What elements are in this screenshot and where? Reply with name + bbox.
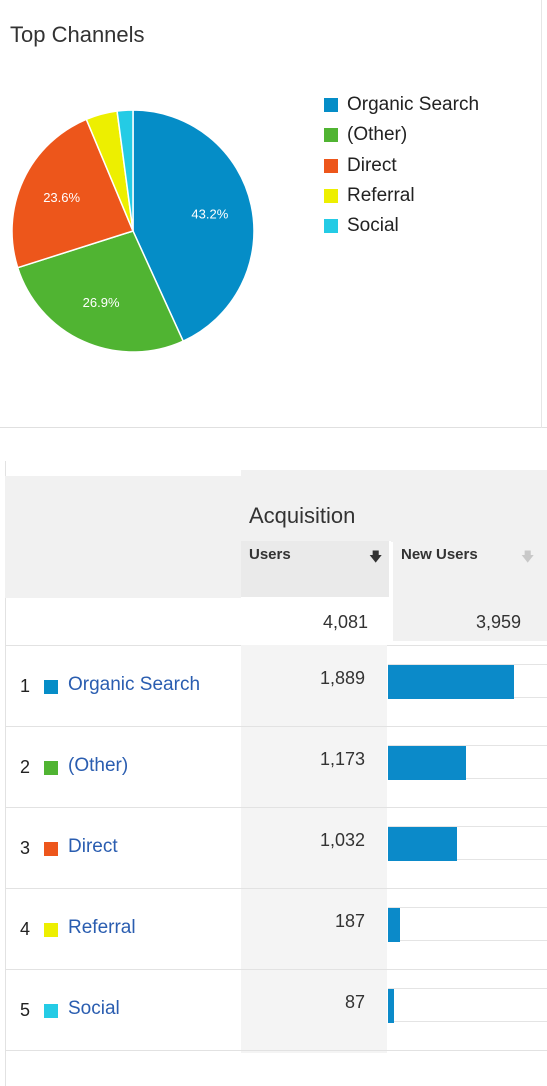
row-index: 1: [20, 676, 31, 696]
users-column-label: Users: [249, 546, 291, 563]
table-row: 4 Referral 187: [5, 889, 547, 970]
acquisition-header: [241, 470, 547, 542]
table-row: 1 Organic Search 1,889: [5, 646, 547, 727]
pie-slice-0[interactable]: [132, 109, 255, 343]
users-column-body: [241, 645, 387, 1053]
pie-slice-1[interactable]: [16, 230, 185, 353]
table-left-border: [5, 461, 6, 1086]
total-users: 4,081: [322, 612, 368, 632]
legend-swatch: [324, 98, 338, 113]
pie-slice-4[interactable]: [116, 109, 134, 232]
new-users-column-header[interactable]: New Users 🡇: [393, 541, 547, 641]
pie-slice-label: 23.6%: [43, 190, 80, 205]
legend-item[interactable]: (Other): [324, 120, 479, 150]
table-row: 5 Social 87: [5, 970, 547, 1051]
users-value: 1,032: [319, 830, 365, 850]
row-index: 4: [20, 919, 31, 939]
legend-label: Organic Search: [347, 94, 480, 116]
users-bar: [388, 908, 401, 942]
acquisition-title: Acquisition: [249, 503, 356, 528]
channel-link[interactable]: Organic Search: [68, 674, 201, 695]
pie-slice-label: 26.9%: [83, 295, 120, 310]
channel-link[interactable]: Direct: [68, 836, 118, 857]
users-value: 1,889: [319, 668, 365, 688]
users-bar: [388, 665, 514, 699]
legend-label: Direct: [347, 154, 397, 176]
legend-item[interactable]: Organic Search: [324, 90, 479, 120]
users-bar-track: [388, 664, 547, 699]
channel-swatch: [44, 680, 58, 694]
users-bar-track: [388, 826, 547, 861]
table-row: 3 Direct 1,032: [5, 808, 547, 889]
users-bar: [388, 746, 467, 780]
total-new-users: 3,959: [475, 612, 521, 632]
row-index: 2: [20, 757, 31, 777]
pie-slice-label: 43.2%: [191, 206, 228, 221]
legend-item[interactable]: Social: [324, 211, 479, 241]
users-bar: [388, 827, 457, 861]
card-divider: [541, 0, 542, 428]
legend-swatch: [324, 128, 338, 143]
row-index: 3: [20, 838, 31, 858]
users-bar-track: [388, 907, 547, 942]
channel-swatch: [44, 761, 58, 775]
legend-label: (Other): [347, 124, 408, 146]
users-column-header[interactable]: Users 🡇: [241, 541, 391, 597]
legend-swatch: [324, 158, 338, 173]
users-bar-track: [388, 745, 547, 780]
new-users-column-label: New Users: [401, 546, 478, 563]
legend-label: Referral: [347, 185, 415, 207]
users-bar-track: [388, 988, 547, 1023]
pie-slice-2[interactable]: [11, 118, 135, 269]
legend-item[interactable]: Referral: [324, 181, 479, 211]
top-channels-card: Top Channels 43.2% 26.9% 23.6% Organic Sea…: [0, 0, 547, 428]
channel-swatch: [44, 923, 58, 937]
legend-swatch: [324, 219, 338, 234]
legend-item[interactable]: Direct: [324, 151, 479, 181]
channel-link[interactable]: Referral: [68, 917, 136, 938]
legend-label: Social: [347, 215, 399, 237]
users-value: 87: [344, 992, 365, 1012]
users-value: 1,173: [319, 749, 365, 769]
channel-swatch: [44, 1004, 58, 1018]
row-index: 5: [20, 1000, 31, 1020]
arrow-down-icon[interactable]: 🡇: [369, 549, 383, 564]
card-title: Top Channels: [10, 22, 145, 47]
channel-link[interactable]: (Other): [68, 755, 129, 776]
users-bar: [388, 989, 394, 1023]
dimension-header: [5, 476, 241, 598]
channel-link[interactable]: Social: [68, 998, 120, 1019]
table-row: 2 (Other) 1,173: [5, 727, 547, 808]
pie-legend: Organic Search (Other) Direct Referral Socia…: [324, 90, 479, 241]
users-value: 187: [334, 911, 365, 931]
legend-swatch: [324, 189, 338, 204]
arrow-down-icon[interactable]: 🡇: [521, 549, 535, 564]
channels-pie-chart: 43.2% 26.9% 23.6%: [11, 109, 255, 353]
channel-swatch: [44, 842, 58, 856]
